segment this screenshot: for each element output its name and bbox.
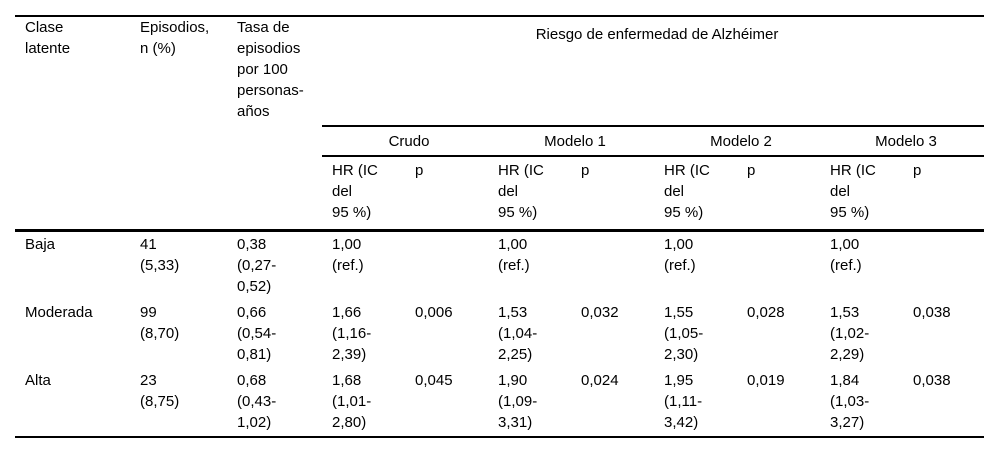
cell-hr-modelo-1: 1,90 (1,09- 3,31) [498, 372, 538, 431]
header-row-main: Clase latente Episodios, n (%) Tasa de e… [15, 16, 985, 127]
cell-hr-modelo-3: 1,84 (1,03- 3,27) [830, 372, 870, 431]
subheader-hr-modelo-1: HR (IC del 95 %) [488, 156, 571, 232]
cell-hr-crudo: 1,00 (ref.) [332, 235, 364, 274]
table-row-alta: Alta 23 (8,75) 0,68 (0,43- 1,02) 1,68 (1… [15, 368, 984, 437]
cell-hr-modelo-2: 1,95 (1,11- 3,42) [664, 372, 703, 431]
cell-episodios: 41 (5,33) [140, 235, 180, 274]
subheader-hr-modelo-2: HR (IC del 95 %) [654, 156, 737, 232]
cell-p-modelo-2 [737, 230, 820, 300]
subheader-p-modelo-1: p [571, 156, 654, 232]
col-header-episodios: Episodios, n (%) [140, 19, 210, 57]
cell-episodios: 99 (8,70) [140, 304, 180, 342]
subheader-hr-modelo-3: HR (IC del 95 %) [820, 156, 903, 232]
group-header-modelo-3: Modelo 3 [820, 126, 985, 157]
alzheimer-risk-table: Clase latente Episodios, n (%) Tasa de e… [15, 15, 985, 438]
group-header-crudo: Crudo [322, 126, 488, 157]
cell-clase: Moderada [25, 304, 93, 321]
cell-p-modelo-1 [571, 230, 654, 300]
cell-p-crudo: 0,045 [415, 372, 453, 389]
cell-p-modelo-1: 0,024 [581, 372, 619, 389]
cell-p-crudo [405, 230, 488, 300]
cell-hr-modelo-2: 1,00 (ref.) [664, 235, 696, 274]
group-header-modelo-2: Modelo 2 [654, 126, 820, 157]
cell-p-modelo-1: 0,032 [581, 304, 619, 321]
spanner-header-riesgo: Riesgo de enfermedad de Alzhéimer [322, 16, 985, 127]
table-row-moderada: Moderada 99 (8,70) 0,66 (0,54- 0,81) 1,6… [15, 300, 984, 368]
subheader-p-modelo-3: p [903, 156, 985, 232]
cell-hr-modelo-3: 1,53 (1,02- 2,29) [830, 304, 870, 363]
cell-p-modelo-2: 0,019 [747, 372, 785, 389]
header-row-subcolumns: HR (IC del 95 %) p HR (IC del 95 %) p HR… [15, 156, 985, 232]
col-header-tasa: Tasa de episodios por 100 personas- años [237, 19, 304, 120]
cell-hr-modelo-1: 1,53 (1,04- 2,25) [498, 304, 538, 363]
cell-tasa: 0,68 (0,43- 1,02) [237, 372, 277, 431]
cell-clase: Alta [25, 372, 51, 389]
col-header-clase-latente: Clase latente [25, 19, 71, 57]
group-header-modelo-1: Modelo 1 [488, 126, 654, 157]
header-spacer [15, 156, 322, 232]
cell-p-modelo-2: 0,028 [747, 304, 785, 321]
cell-tasa: 0,38 (0,27- 0,52) [237, 235, 277, 295]
subheader-p-crudo: p [405, 156, 488, 232]
cell-hr-modelo-2: 1,55 (1,05- 2,30) [664, 304, 704, 363]
cell-p-modelo-3: 0,038 [913, 372, 951, 389]
cell-hr-crudo: 1,68 (1,01- 2,80) [332, 372, 372, 431]
header-row-groups: Crudo Modelo 1 Modelo 2 Modelo 3 [15, 126, 985, 157]
cell-clase: Baja [25, 235, 56, 253]
cell-tasa: 0,66 (0,54- 0,81) [237, 304, 277, 363]
subheader-p-modelo-2: p [737, 156, 820, 232]
cell-p-crudo: 0,006 [415, 304, 453, 321]
cell-hr-modelo-3: 1,00 (ref.) [830, 235, 862, 274]
cell-p-modelo-3: 0,038 [913, 304, 951, 321]
cell-hr-crudo: 1,66 (1,16- 2,39) [332, 304, 372, 363]
table-row-baja: Baja 41 (5,33) 0,38 (0,27- 0,52) 1,00 (r… [15, 230, 984, 300]
cell-hr-modelo-1: 1,00 (ref.) [498, 235, 530, 274]
subheader-hr-crudo: HR (IC del 95 %) [322, 156, 405, 232]
cell-p-modelo-3 [903, 230, 984, 300]
header-spacer [15, 126, 322, 156]
cell-episodios: 23 (8,75) [140, 372, 180, 410]
